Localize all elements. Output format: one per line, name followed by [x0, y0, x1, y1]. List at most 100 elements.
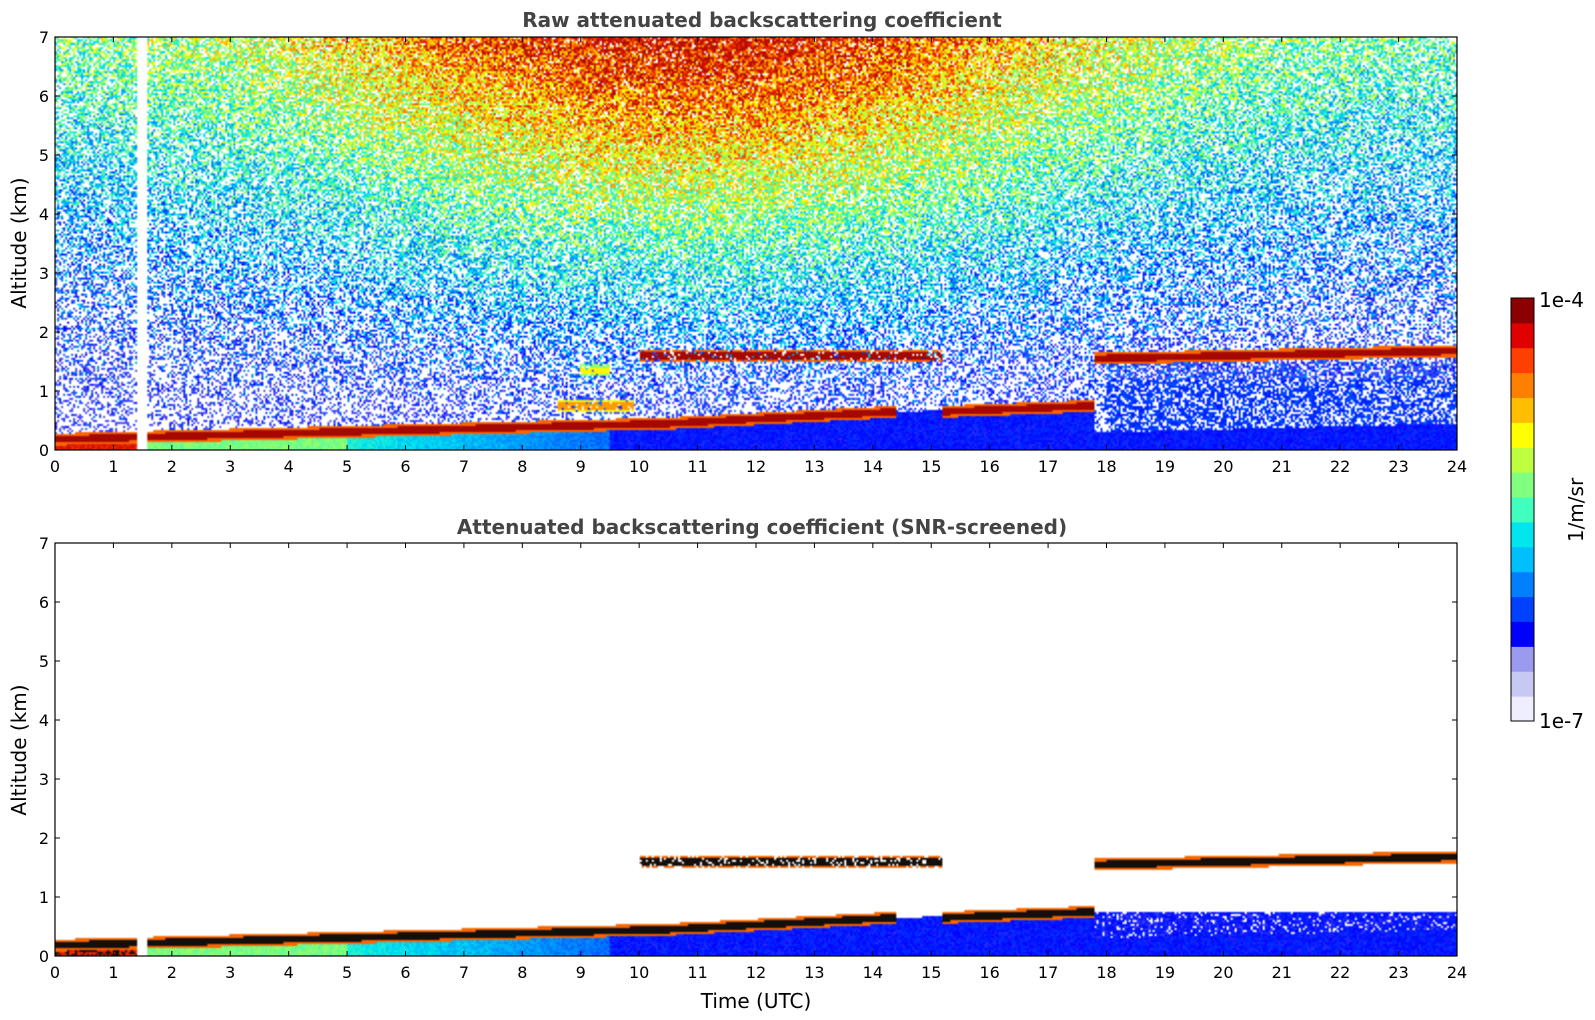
x-tick-label: 7: [459, 963, 469, 982]
colorbar-segment: [1511, 422, 1534, 448]
x-tick-label: 24: [1447, 963, 1467, 982]
colorbar-segment: [1511, 621, 1534, 647]
y-tick-label: 4: [39, 711, 49, 730]
colorbar-segment: [1511, 298, 1534, 324]
x-tick-label: 13: [804, 457, 824, 476]
x-tick-label: 5: [342, 963, 352, 982]
x-tick-label: 12: [746, 457, 766, 476]
x-tick-label: 6: [400, 457, 410, 476]
x-tick-label: 17: [1038, 963, 1058, 982]
x-tick-label: 22: [1330, 457, 1350, 476]
colorbar-segment: [1511, 372, 1534, 399]
colorbar-segment: [1511, 322, 1534, 349]
x-tick-label: 8: [517, 457, 527, 476]
x-tick-label: 15: [921, 457, 941, 476]
colorbar-segment: [1511, 646, 1534, 672]
x-tick-label: 16: [979, 457, 999, 476]
x-tick-label: 8: [517, 963, 527, 982]
colorbar-segment: [1511, 671, 1534, 697]
x-tick-label: 14: [863, 457, 883, 476]
x-tick-label: 3: [225, 457, 235, 476]
colorbar-segment: [1511, 596, 1534, 622]
colorbar-segment: [1511, 521, 1534, 548]
colorbar-segment: [1511, 497, 1534, 523]
colorbar-segment: [1511, 696, 1534, 722]
x-tick-label: 1: [108, 457, 118, 476]
panel-title-raw: Raw attenuated backscattering coefficien…: [522, 8, 1002, 32]
x-tick-label: 4: [284, 457, 294, 476]
tick-group-raw: 0 1 2 3 4 5 6 7 8 9 10 11 12 13 14 15 16 17 18 19 20 21 22 23 24…: [39, 28, 1467, 476]
x-tick-label: 23: [1388, 457, 1408, 476]
y-tick-label: 2: [39, 323, 49, 342]
colorbar-segment: [1511, 472, 1534, 498]
colorbar-segments: [1511, 298, 1534, 722]
x-tick-label: 0: [50, 457, 60, 476]
x-tick-label: 21: [1272, 963, 1292, 982]
raw-backscatter-panel: Raw attenuated backscattering coefficien…: [7, 8, 1467, 476]
y-tick-label: 0: [39, 947, 49, 966]
x-tick-label: 2: [167, 457, 177, 476]
colorbar-segment: [1511, 397, 1534, 423]
y-tick-label: 7: [39, 28, 49, 47]
x-tick-label: 21: [1272, 457, 1292, 476]
y-tick-label: 5: [39, 652, 49, 671]
colorbar-segment: [1511, 571, 1534, 598]
x-tick-label: 22: [1330, 963, 1350, 982]
y-axis-label-raw: Altitude (km): [7, 177, 31, 308]
x-tick-label: 0: [50, 963, 60, 982]
y-tick-label: 4: [39, 205, 49, 224]
x-tick-label: 12: [746, 963, 766, 982]
x-tick-label: 10: [629, 963, 649, 982]
y-tick-label: 1: [39, 382, 49, 401]
y-tick-label: 2: [39, 829, 49, 848]
panel-title-screened: Attenuated backscattering coefficient (S…: [457, 515, 1067, 539]
x-tick-label: 1: [108, 963, 118, 982]
colorbar-segment: [1511, 447, 1534, 473]
x-tick-label: 11: [687, 963, 707, 982]
colorbar-segment: [1511, 546, 1534, 573]
x-tick-label: 10: [629, 457, 649, 476]
y-tick-label: 5: [39, 146, 49, 165]
screened-backscatter-panel: Attenuated backscattering coefficient (S…: [7, 515, 1467, 1013]
screened-heatmap-image: [55, 543, 1457, 956]
colorbar-frame: [1510, 297, 1535, 722]
x-tick-label: 19: [1155, 457, 1175, 476]
x-tick-label: 15: [921, 963, 941, 982]
x-tick-label: 3: [225, 963, 235, 982]
raw-heatmap-image: [55, 37, 1457, 450]
x-tick-label: 9: [576, 457, 586, 476]
x-tick-label: 16: [979, 963, 999, 982]
x-tick-label: 18: [1096, 457, 1116, 476]
x-tick-label: 5: [342, 457, 352, 476]
colorbar-unit-label: 1/m/sr: [1564, 477, 1588, 542]
x-tick-label: 2: [167, 963, 177, 982]
x-tick-label: 20: [1213, 963, 1233, 982]
y-tick-label: 6: [39, 87, 49, 106]
colorbar-min-label: 1e-7: [1539, 709, 1584, 733]
x-tick-label: 4: [284, 963, 294, 982]
x-tick-label: 11: [687, 457, 707, 476]
x-tick-label: 17: [1038, 457, 1058, 476]
colorbar-max-label: 1e-4: [1539, 288, 1584, 312]
x-tick-label: 19: [1155, 963, 1175, 982]
y-tick-label: 7: [39, 534, 49, 553]
y-axis-label-screened: Altitude (km): [7, 684, 31, 815]
x-tick-label: 13: [804, 963, 824, 982]
x-tick-label: 23: [1388, 963, 1408, 982]
x-tick-label: 18: [1096, 963, 1116, 982]
y-tick-label: 3: [39, 264, 49, 283]
x-tick-label: 20: [1213, 457, 1233, 476]
x-axis-label: Time (UTC): [700, 989, 812, 1013]
y-tick-label: 0: [39, 441, 49, 460]
x-tick-label: 7: [459, 457, 469, 476]
y-tick-label: 3: [39, 770, 49, 789]
tick-group-screened: 0 1 2 3 4 5 6 7 8 9 10 11 12 13 14 15 16 17 18 19 20 21 22 23 24…: [39, 534, 1467, 982]
colorbar: 1e-4 1e-7 1/m/sr: [1510, 288, 1588, 733]
x-tick-label: 9: [576, 963, 586, 982]
y-tick-label: 6: [39, 593, 49, 612]
colorbar-segment: [1511, 347, 1534, 374]
x-tick-label: 6: [400, 963, 410, 982]
x-tick-label: 24: [1447, 457, 1467, 476]
x-tick-label: 14: [863, 963, 883, 982]
